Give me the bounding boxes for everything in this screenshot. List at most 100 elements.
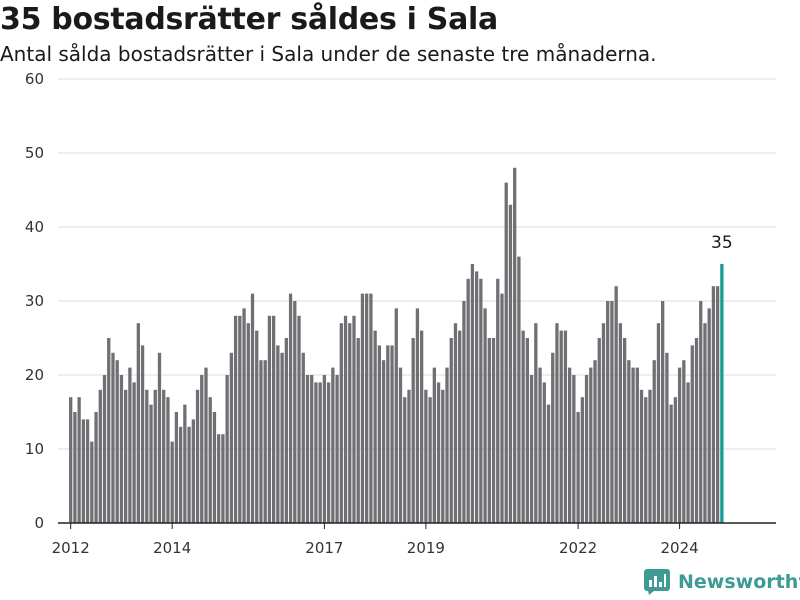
- bar: [170, 441, 174, 523]
- bar: [517, 256, 521, 523]
- y-tick-label: 40: [25, 218, 44, 236]
- x-tick-label: 2019: [407, 539, 445, 557]
- x-tick-label: 2024: [660, 539, 698, 557]
- bar: [365, 293, 369, 523]
- bar: [432, 367, 436, 523]
- bar: [356, 338, 360, 523]
- bar: [661, 301, 665, 523]
- bar: [318, 382, 322, 523]
- bar: [652, 360, 656, 523]
- bar: [411, 338, 415, 523]
- bar: [195, 389, 200, 523]
- bar: [618, 323, 623, 523]
- bar: [694, 338, 699, 523]
- bar: [690, 345, 694, 523]
- bar: [441, 389, 445, 523]
- bar: [648, 389, 652, 523]
- bar: [436, 382, 441, 523]
- bar: [377, 345, 382, 523]
- x-tick-label: 2012: [52, 539, 90, 557]
- x-tick-label: 2022: [559, 539, 597, 557]
- bar: [238, 315, 242, 523]
- bar: [555, 323, 559, 523]
- bar: [665, 352, 669, 523]
- bar: [466, 278, 470, 523]
- bar: [250, 293, 255, 523]
- bar: [631, 367, 635, 523]
- y-tick-label: 30: [25, 292, 44, 310]
- bar: [191, 419, 195, 523]
- chart-subtitle: Antal sålda bostadsrätter i Sala under d…: [0, 42, 657, 66]
- bar: [428, 397, 432, 523]
- y-tick-label: 20: [25, 366, 44, 384]
- bar: [449, 338, 453, 523]
- bar: [339, 323, 343, 523]
- bar: [584, 375, 589, 523]
- bar: [563, 330, 568, 523]
- bar: [513, 167, 517, 524]
- bar: [622, 338, 627, 523]
- bar: [140, 345, 145, 523]
- bar: [483, 308, 487, 523]
- bar: [682, 360, 686, 523]
- bar: [381, 360, 386, 523]
- bar: [280, 352, 284, 523]
- bar: [314, 382, 318, 523]
- bar: [174, 412, 179, 523]
- bar: [500, 293, 504, 523]
- bar: [284, 338, 288, 523]
- bar: [580, 397, 584, 523]
- bar: [716, 286, 720, 523]
- bar: [462, 301, 466, 523]
- bar: [73, 412, 77, 523]
- bar: [178, 426, 183, 523]
- x-tick-label: 2014: [153, 539, 191, 557]
- bar: [263, 360, 267, 523]
- bar: [246, 323, 250, 523]
- bar: [221, 434, 225, 523]
- bar: [669, 404, 673, 523]
- bar: [656, 323, 661, 523]
- bar: [157, 352, 162, 523]
- bar-highlight: [720, 264, 724, 523]
- bar: [208, 397, 212, 523]
- bar: [373, 330, 377, 523]
- bar: [504, 182, 508, 523]
- bar: [272, 315, 276, 523]
- bar: [305, 375, 310, 523]
- bar: [508, 204, 513, 524]
- bar: [627, 360, 631, 523]
- bar: [352, 315, 356, 523]
- bar: [153, 389, 157, 523]
- bar: [703, 323, 707, 523]
- bar: [559, 330, 563, 523]
- bar: [326, 382, 331, 523]
- bar: [132, 382, 136, 523]
- bar: [424, 389, 428, 523]
- bar: [276, 345, 280, 523]
- bar: [542, 382, 546, 523]
- bar: [166, 397, 170, 523]
- bar: [686, 382, 690, 523]
- bar: [301, 352, 305, 523]
- bar: [297, 315, 301, 523]
- bar: [673, 397, 678, 523]
- bar: [102, 375, 107, 523]
- bar: [360, 293, 365, 523]
- bar: [474, 271, 479, 523]
- bar: [639, 389, 644, 523]
- bar: [521, 330, 525, 523]
- bar: [310, 375, 314, 523]
- bar: [576, 412, 580, 523]
- bar: [77, 397, 81, 523]
- bar: [479, 278, 483, 523]
- bar: [149, 404, 153, 523]
- bar: [496, 278, 500, 523]
- bar: [470, 264, 475, 523]
- brand-name: Newsworthy: [678, 571, 800, 593]
- bar: [322, 375, 327, 523]
- bar: [124, 389, 128, 523]
- bar: [217, 434, 221, 523]
- bar: [420, 330, 424, 523]
- bar: [593, 360, 597, 523]
